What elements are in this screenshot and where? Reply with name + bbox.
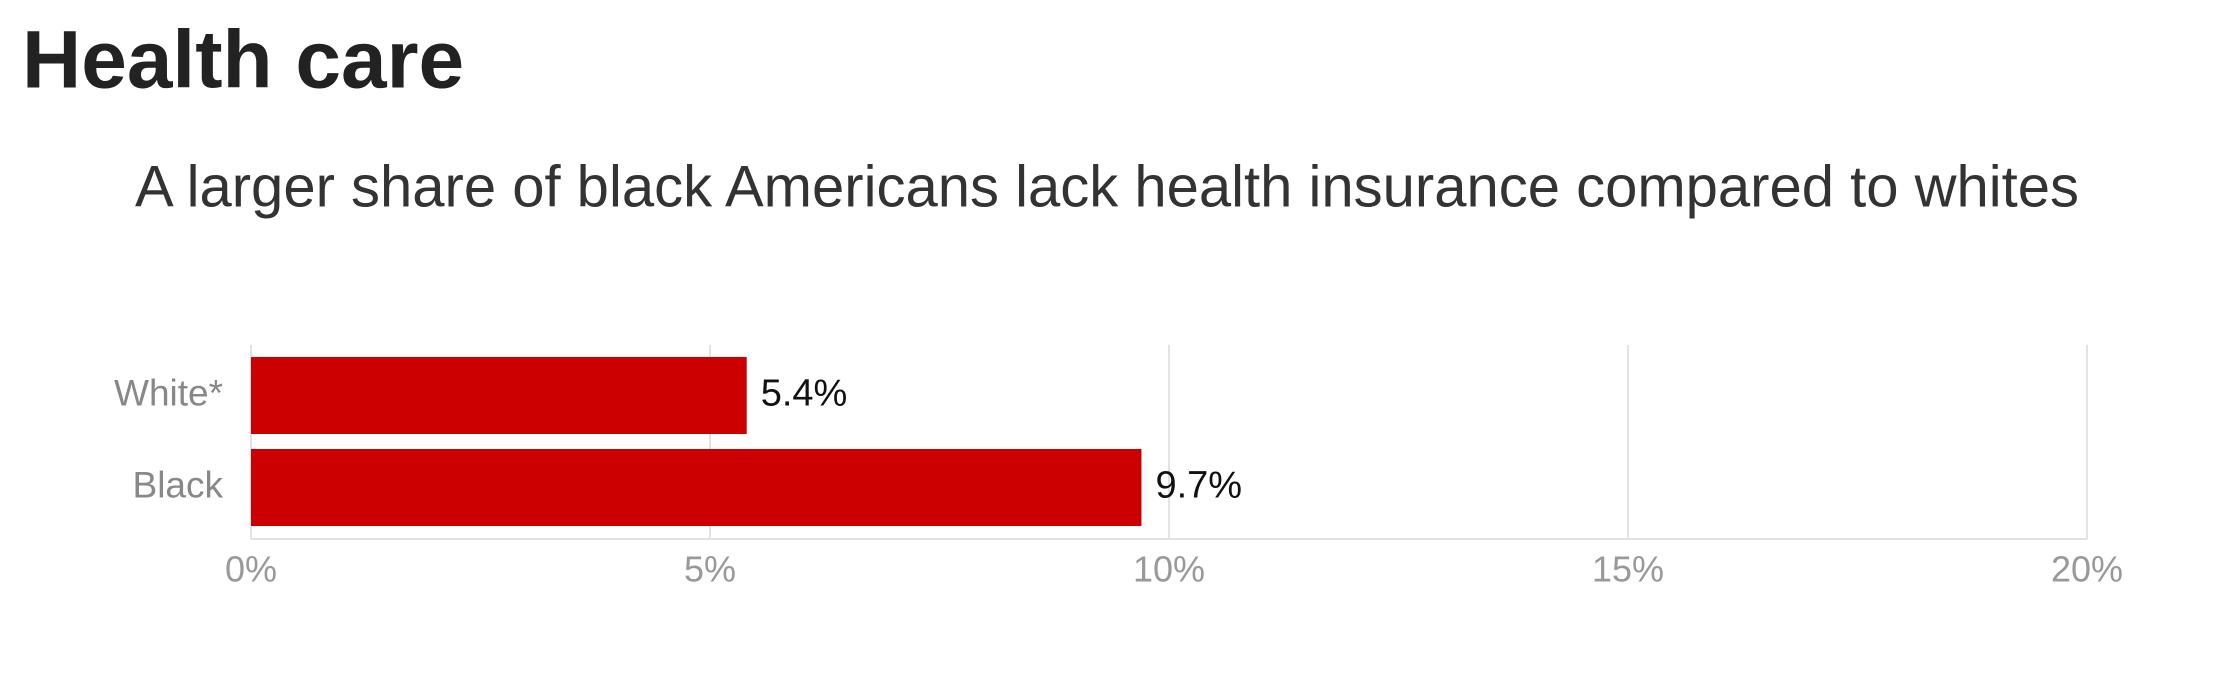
page-title: Health care bbox=[22, 15, 464, 106]
x-tick-label: 10% bbox=[1133, 549, 1205, 590]
x-tick-label: 5% bbox=[684, 549, 736, 590]
x-tick-label: 0% bbox=[225, 549, 277, 590]
chart-title: A larger share of black Americans lack h… bbox=[135, 154, 2079, 219]
value-label: 5.4% bbox=[761, 373, 848, 415]
value-label: 9.7% bbox=[1155, 465, 1242, 507]
x-tick-label: 15% bbox=[1592, 549, 1664, 590]
bar bbox=[251, 357, 747, 434]
y-tick-label: White* bbox=[114, 372, 223, 413]
y-tick-label: Black bbox=[133, 464, 224, 505]
bar bbox=[251, 449, 1142, 526]
x-tick-label: 20% bbox=[2051, 549, 2123, 590]
